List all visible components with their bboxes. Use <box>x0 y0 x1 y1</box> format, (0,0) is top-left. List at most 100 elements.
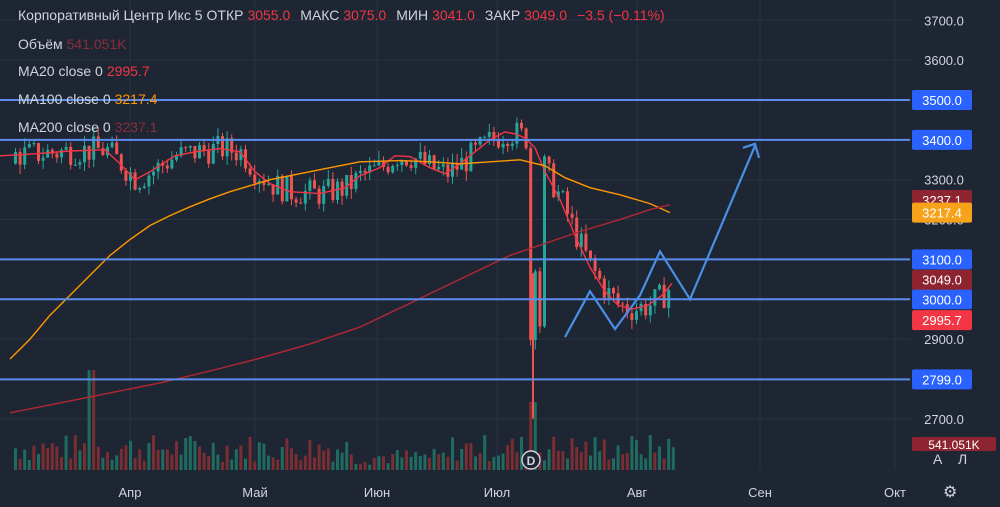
candle-body <box>239 149 243 161</box>
candle-body <box>202 145 206 151</box>
volume-bar <box>497 455 500 470</box>
volume-bar <box>506 445 510 470</box>
candle-body <box>400 160 404 166</box>
candle-body <box>106 147 109 156</box>
candle-body <box>37 143 40 161</box>
candle-body <box>326 178 330 186</box>
volume-bar <box>423 454 427 470</box>
volume-bar <box>133 458 137 470</box>
ma200-legend[interactable]: MA200 close 0 3237.1 <box>18 119 161 135</box>
candle-body <box>271 184 275 195</box>
high-label: МАКС <box>300 7 340 23</box>
price-tick-label: 2900.0 <box>924 332 964 347</box>
volume-bar <box>566 458 569 470</box>
volume-bar <box>635 439 638 470</box>
volume-bar <box>593 437 597 470</box>
candle-body <box>418 152 422 159</box>
volume-bar <box>322 450 326 470</box>
candle-body <box>451 162 454 177</box>
volume-bar <box>437 454 441 470</box>
volume-bar <box>257 442 261 470</box>
volume-bar <box>119 448 123 470</box>
candle-body <box>313 180 316 189</box>
volume-bar <box>276 459 280 470</box>
volume-bar <box>648 435 652 470</box>
log-scale-button[interactable]: Л <box>958 451 968 467</box>
volume-bar <box>244 458 247 470</box>
candle-body <box>78 162 82 165</box>
volume-bar <box>340 452 344 470</box>
ma20-legend[interactable]: MA20 close 0 2995.7 <box>18 63 154 79</box>
volume-bar <box>349 454 353 470</box>
candle-body <box>510 143 514 146</box>
level-badge <box>912 249 972 270</box>
volume-bar <box>612 458 615 470</box>
candle-body <box>290 175 293 200</box>
volume-bar <box>658 446 661 470</box>
close-value: 3049.0 <box>524 7 568 23</box>
ma20-line <box>0 131 673 310</box>
time-tick-label: Сен <box>748 485 772 500</box>
candle-body <box>303 190 307 204</box>
volume-bar <box>115 455 119 470</box>
volume-bar <box>469 443 473 470</box>
settings-gear-icon[interactable]: ⚙ <box>943 484 958 501</box>
volume-bar <box>533 402 537 470</box>
volume-bar <box>616 445 620 470</box>
candle-body <box>474 142 477 145</box>
candle-body <box>299 202 303 204</box>
volume-bar <box>483 435 487 470</box>
candle-body <box>179 147 183 156</box>
volume-bar <box>18 458 22 470</box>
volume-legend[interactable]: Объём 541.051K <box>18 36 131 52</box>
ma100-badge <box>912 202 972 223</box>
volume-bar <box>78 450 82 470</box>
projection-arrow <box>564 145 757 338</box>
volume-bar <box>216 454 220 470</box>
candle-body <box>409 165 413 168</box>
volume-bar <box>570 438 574 470</box>
level-badge-label: 3000.0 <box>922 292 962 307</box>
candle-body <box>147 175 151 187</box>
volume-bar <box>230 459 234 470</box>
candle-body <box>276 175 280 195</box>
volume-bar <box>179 454 183 470</box>
volume-bar <box>317 444 321 470</box>
candle-body <box>46 149 50 158</box>
volume-bar <box>487 461 491 470</box>
candle-body <box>428 155 431 165</box>
volume-bar <box>671 447 675 470</box>
candle-body <box>377 160 381 166</box>
volume-bar <box>83 443 86 470</box>
volume-bar <box>386 463 390 470</box>
ma100-legend[interactable]: MA100 close 0 3217.4 <box>18 91 161 107</box>
volume-bar <box>336 449 339 470</box>
level-badge-label: 2799.0 <box>922 372 962 387</box>
volume-bar <box>575 446 579 470</box>
candle-body <box>386 167 390 173</box>
candle-body <box>464 157 468 172</box>
volume-bar <box>221 461 224 470</box>
candle-body <box>230 138 234 153</box>
candle-body <box>469 142 473 172</box>
candle-body <box>336 181 339 200</box>
volume-bar <box>520 436 523 470</box>
close-label: ЗАКР <box>484 7 521 23</box>
candle-body <box>188 145 192 148</box>
candle-body <box>83 145 86 163</box>
volume-bar <box>280 446 284 470</box>
auto-scale-button[interactable]: A <box>933 451 943 467</box>
candle-body <box>506 143 510 146</box>
volume-bar <box>589 455 592 470</box>
time-tick-label: Май <box>242 485 267 500</box>
candle-body <box>211 143 215 164</box>
volume-bar <box>294 454 298 470</box>
candle-body <box>497 139 500 148</box>
volume-bar <box>529 402 533 470</box>
candle-body <box>648 305 652 316</box>
candle-body <box>533 271 537 341</box>
level-badge <box>912 369 972 390</box>
candle-body <box>138 187 142 190</box>
candle-body <box>129 172 132 181</box>
